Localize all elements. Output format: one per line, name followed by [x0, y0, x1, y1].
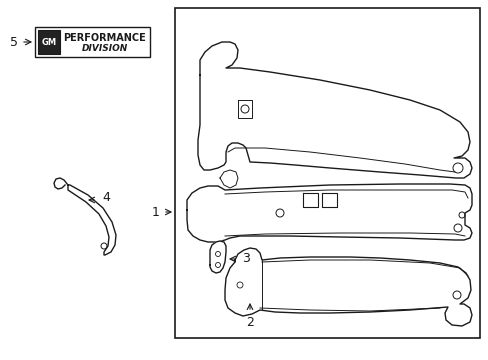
Polygon shape — [224, 248, 471, 326]
Text: 1: 1 — [152, 206, 160, 219]
Polygon shape — [186, 184, 471, 242]
Polygon shape — [68, 185, 116, 255]
Polygon shape — [209, 241, 225, 273]
FancyBboxPatch shape — [175, 8, 479, 338]
FancyBboxPatch shape — [38, 30, 60, 54]
Text: GM: GM — [41, 37, 57, 46]
Polygon shape — [303, 193, 317, 207]
Text: PERFORMANCE: PERFORMANCE — [63, 32, 146, 42]
FancyBboxPatch shape — [35, 27, 150, 57]
Text: 4: 4 — [102, 190, 110, 203]
Text: 2: 2 — [245, 316, 253, 329]
Text: 5: 5 — [10, 36, 18, 49]
Text: 3: 3 — [242, 252, 249, 266]
Text: DIVISION: DIVISION — [81, 44, 128, 53]
Polygon shape — [198, 42, 471, 178]
Polygon shape — [220, 170, 238, 188]
Polygon shape — [321, 193, 336, 207]
